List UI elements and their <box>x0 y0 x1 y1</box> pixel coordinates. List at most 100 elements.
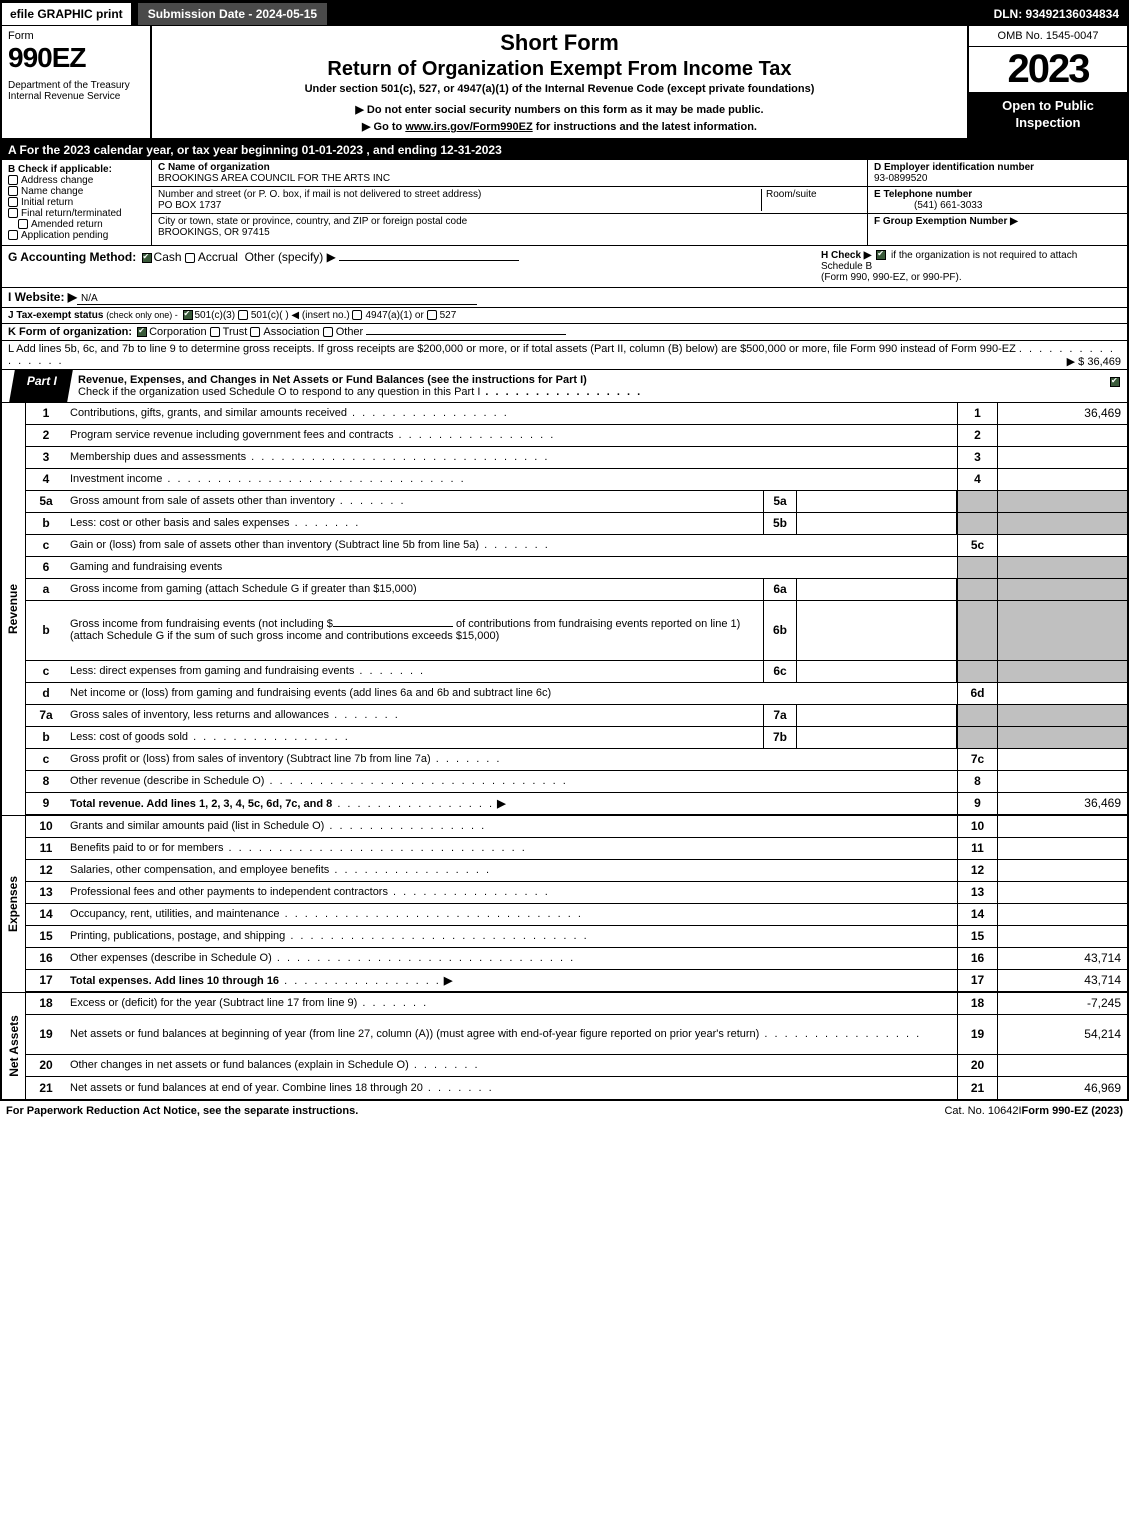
line-3: 3 Membership dues and assessments 3 <box>26 447 1127 469</box>
section-b-c-d: B Check if applicable: Address change Na… <box>2 160 1127 246</box>
c-street-row: Number and street (or P. O. box, if mail… <box>152 187 867 214</box>
tel-label: E Telephone number <box>874 189 972 200</box>
footer-catalog: Cat. No. 10642I <box>944 1105 1021 1117</box>
expenses-lines: 10 Grants and similar amounts paid (list… <box>26 816 1127 992</box>
efile-print-label[interactable]: efile GRAPHIC print <box>2 3 133 25</box>
part-i-label: Part I <box>9 370 73 402</box>
line-20: 20 Other changes in net assets or fund b… <box>26 1055 1127 1077</box>
checkbox-icon[interactable] <box>210 327 220 337</box>
d-ein-row: D Employer identification number 93-0899… <box>868 160 1127 187</box>
b-item-address-change: Address change <box>8 175 145 186</box>
checkbox-icon[interactable] <box>352 310 362 320</box>
group-label: F Group Exemption Number ▶ <box>874 216 1018 227</box>
line-18: 18 Excess or (deficit) for the year (Sub… <box>26 993 1127 1015</box>
header-center: Short Form Return of Organization Exempt… <box>152 26 967 138</box>
checkbox-icon[interactable] <box>250 327 260 337</box>
j-label: J Tax-exempt status <box>8 310 103 321</box>
checkbox-checked-icon[interactable] <box>1110 377 1120 387</box>
line-5c: c Gain or (loss) from sale of assets oth… <box>26 535 1127 557</box>
goto-suffix: for instructions and the latest informat… <box>533 121 757 133</box>
line-8: 8 Other revenue (describe in Schedule O)… <box>26 771 1127 793</box>
row-k-form-org: K Form of organization: Corporation Trus… <box>2 324 1127 341</box>
line-6c: c Less: direct expenses from gaming and … <box>26 661 1127 683</box>
room-label: Room/suite <box>766 189 817 200</box>
l-amount: ▶ $ 36,469 <box>1067 355 1121 368</box>
checkbox-icon[interactable] <box>8 197 18 207</box>
checkbox-icon[interactable] <box>323 327 333 337</box>
org-name: BROOKINGS AREA COUNCIL FOR THE ARTS INC <box>158 173 390 184</box>
h-check: H Check ▶ if the organization is not req… <box>821 250 1121 283</box>
ein-label: D Employer identification number <box>874 162 1034 173</box>
footer-left: For Paperwork Reduction Act Notice, see … <box>6 1105 944 1117</box>
f-group-row: F Group Exemption Number ▶ <box>868 214 1127 229</box>
checkbox-checked-icon[interactable] <box>183 310 193 320</box>
checkbox-icon[interactable] <box>185 253 195 263</box>
checkbox-icon[interactable] <box>8 230 18 240</box>
goto-link[interactable]: www.irs.gov/Form990EZ <box>405 121 532 133</box>
checkbox-icon[interactable] <box>238 310 248 320</box>
revenue-side-label: Revenue <box>2 403 26 815</box>
do-not-warning: ▶ Do not enter social security numbers o… <box>160 103 959 116</box>
checkbox-checked-icon[interactable] <box>137 327 147 337</box>
line-16: 16 Other expenses (describe in Schedule … <box>26 948 1127 970</box>
checkbox-checked-icon[interactable] <box>142 253 152 263</box>
column-c: C Name of organization BROOKINGS AREA CO… <box>152 160 867 245</box>
checkbox-icon[interactable] <box>8 208 18 218</box>
c-city-row: City or town, state or province, country… <box>152 214 867 240</box>
column-d-e-f: D Employer identification number 93-0899… <box>867 160 1127 245</box>
b-header: B Check if applicable: <box>8 164 145 175</box>
line-4: 4 Investment income 4 <box>26 469 1127 491</box>
line-9: 9 Total revenue. Add lines 1, 2, 3, 4, 5… <box>26 793 1127 815</box>
checkbox-checked-icon[interactable] <box>876 250 886 260</box>
line-5b: b Less: cost or other basis and sales ex… <box>26 513 1127 535</box>
line-6: 6 Gaming and fundraising events <box>26 557 1127 579</box>
line-21: 21 Net assets or fund balances at end of… <box>26 1077 1127 1099</box>
c-street-label: Number and street (or P. O. box, if mail… <box>158 189 481 200</box>
other-specify-line <box>339 260 519 261</box>
return-title: Return of Organization Exempt From Incom… <box>160 58 959 81</box>
g-label: G Accounting Method: <box>8 250 136 264</box>
part-i-title: Revenue, Expenses, and Changes in Net As… <box>70 370 1103 402</box>
revenue-section: Revenue 1 Contributions, gifts, grants, … <box>2 403 1127 815</box>
goto-prefix: ▶ Go to <box>362 121 405 133</box>
line-6b: b Gross income from fundraising events (… <box>26 601 1127 661</box>
ein-value: 93-0899520 <box>874 173 927 184</box>
b-item-initial-return: Initial return <box>8 197 145 208</box>
line-1: 1 Contributions, gifts, grants, and simi… <box>26 403 1127 425</box>
open-public-badge: Open to Public Inspection <box>969 92 1127 138</box>
form-label: Form <box>8 30 144 42</box>
checkbox-icon[interactable] <box>8 186 18 196</box>
revenue-lines: 1 Contributions, gifts, grants, and simi… <box>26 403 1127 815</box>
dln-label: DLN: 93492136034834 <box>986 3 1127 25</box>
dept-label: Department of the Treasury Internal Reve… <box>8 80 144 102</box>
checkbox-icon[interactable] <box>18 219 28 229</box>
header-left: Form 990EZ Department of the Treasury In… <box>2 26 152 138</box>
l-text: L Add lines 5b, 6c, and 7b to line 9 to … <box>8 343 1016 355</box>
checkbox-icon[interactable] <box>427 310 437 320</box>
net-assets-lines: 18 Excess or (deficit) for the year (Sub… <box>26 993 1127 1099</box>
part-i-header: Part I Revenue, Expenses, and Changes in… <box>2 370 1127 403</box>
net-assets-side-label: Net Assets <box>2 993 26 1099</box>
b-item-amended: Amended return <box>8 219 145 230</box>
line-7c: c Gross profit or (loss) from sales of i… <box>26 749 1127 771</box>
row-i-website: I Website: ▶N/A <box>2 288 1127 308</box>
row-g-h: G Accounting Method: Cash Accrual Other … <box>2 246 1127 288</box>
line-7a: 7a Gross sales of inventory, less return… <box>26 705 1127 727</box>
checkbox-icon[interactable] <box>8 175 18 185</box>
net-assets-section: Net Assets 18 Excess or (deficit) for th… <box>2 992 1127 1099</box>
goto-link-row: ▶ Go to www.irs.gov/Form990EZ for instru… <box>160 120 959 133</box>
short-form-title: Short Form <box>160 30 959 56</box>
form-990ez-page: efile GRAPHIC print Submission Date - 20… <box>0 0 1129 1101</box>
line-13: 13 Professional fees and other payments … <box>26 882 1127 904</box>
line-10: 10 Grants and similar amounts paid (list… <box>26 816 1127 838</box>
submission-date: Submission Date - 2024-05-15 <box>137 2 328 26</box>
line-6d: d Net income or (loss) from gaming and f… <box>26 683 1127 705</box>
schedule-o-check <box>1103 370 1127 402</box>
header-right: OMB No. 1545-0047 2023 Open to Public In… <box>967 26 1127 138</box>
under-section: Under section 501(c), 527, or 4947(a)(1)… <box>160 83 959 95</box>
row-l-gross-receipts: L Add lines 5b, 6c, and 7b to line 9 to … <box>2 341 1127 370</box>
row-j-tax-exempt: J Tax-exempt status (check only one) - 5… <box>2 308 1127 324</box>
top-bar: efile GRAPHIC print Submission Date - 20… <box>2 2 1127 26</box>
line-12: 12 Salaries, other compensation, and emp… <box>26 860 1127 882</box>
tel-value: (541) 661-3033 <box>874 200 982 211</box>
